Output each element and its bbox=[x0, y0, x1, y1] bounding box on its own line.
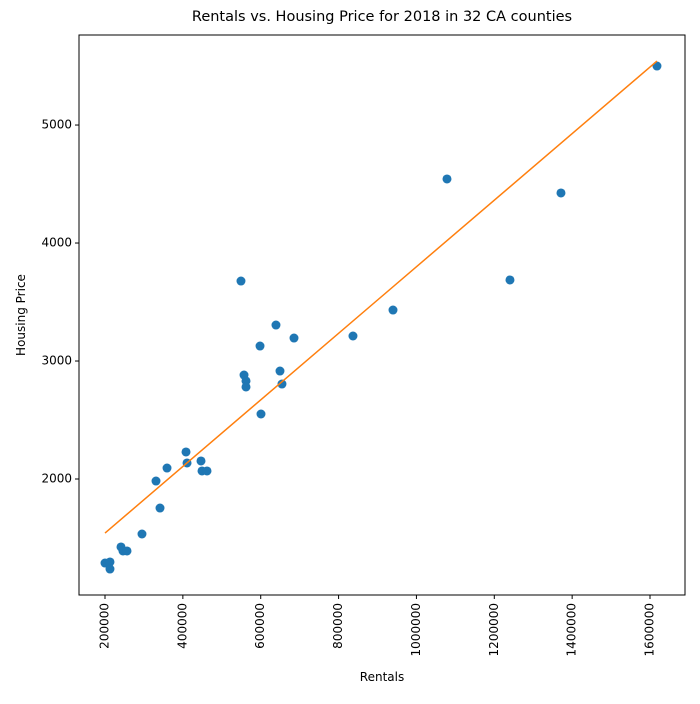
point bbox=[122, 546, 132, 556]
point bbox=[202, 466, 212, 476]
point bbox=[181, 447, 191, 457]
y-tick-label: 3000 bbox=[41, 354, 72, 368]
x-tick-label: 400000 bbox=[175, 603, 189, 649]
x-tick-label: 800000 bbox=[331, 603, 345, 649]
point bbox=[255, 341, 265, 351]
x-tick-label: 600000 bbox=[253, 603, 267, 649]
y-tick-label: 2000 bbox=[41, 472, 72, 486]
point bbox=[556, 188, 566, 198]
point bbox=[236, 276, 246, 286]
x-tick-label: 1000000 bbox=[409, 603, 423, 656]
point bbox=[196, 456, 206, 466]
x-axis-label: Rentals bbox=[360, 670, 404, 684]
fit-line bbox=[104, 60, 658, 534]
point bbox=[275, 366, 285, 376]
point bbox=[137, 529, 147, 539]
point bbox=[105, 557, 115, 567]
point bbox=[151, 476, 161, 486]
point bbox=[162, 463, 172, 473]
x-tick-label: 200000 bbox=[98, 603, 112, 649]
point bbox=[271, 320, 281, 330]
x-tick-label: 1400000 bbox=[565, 603, 579, 656]
point bbox=[241, 382, 251, 392]
x-tick-label: 1600000 bbox=[643, 603, 657, 656]
plot-frame bbox=[78, 34, 686, 596]
y-axis-label: Housing Price bbox=[14, 274, 28, 356]
point bbox=[256, 409, 266, 419]
point bbox=[155, 503, 165, 513]
point bbox=[348, 331, 358, 341]
point bbox=[105, 564, 115, 574]
point bbox=[289, 333, 299, 343]
y-tick-label: 4000 bbox=[41, 236, 72, 250]
chart-title: Rentals vs. Housing Price for 2018 in 32… bbox=[192, 9, 572, 25]
point bbox=[277, 379, 287, 389]
x-tick-label: 1200000 bbox=[487, 603, 501, 656]
point bbox=[388, 305, 398, 315]
point bbox=[505, 275, 515, 285]
y-tick-label: 5000 bbox=[41, 118, 72, 132]
point bbox=[442, 174, 452, 184]
